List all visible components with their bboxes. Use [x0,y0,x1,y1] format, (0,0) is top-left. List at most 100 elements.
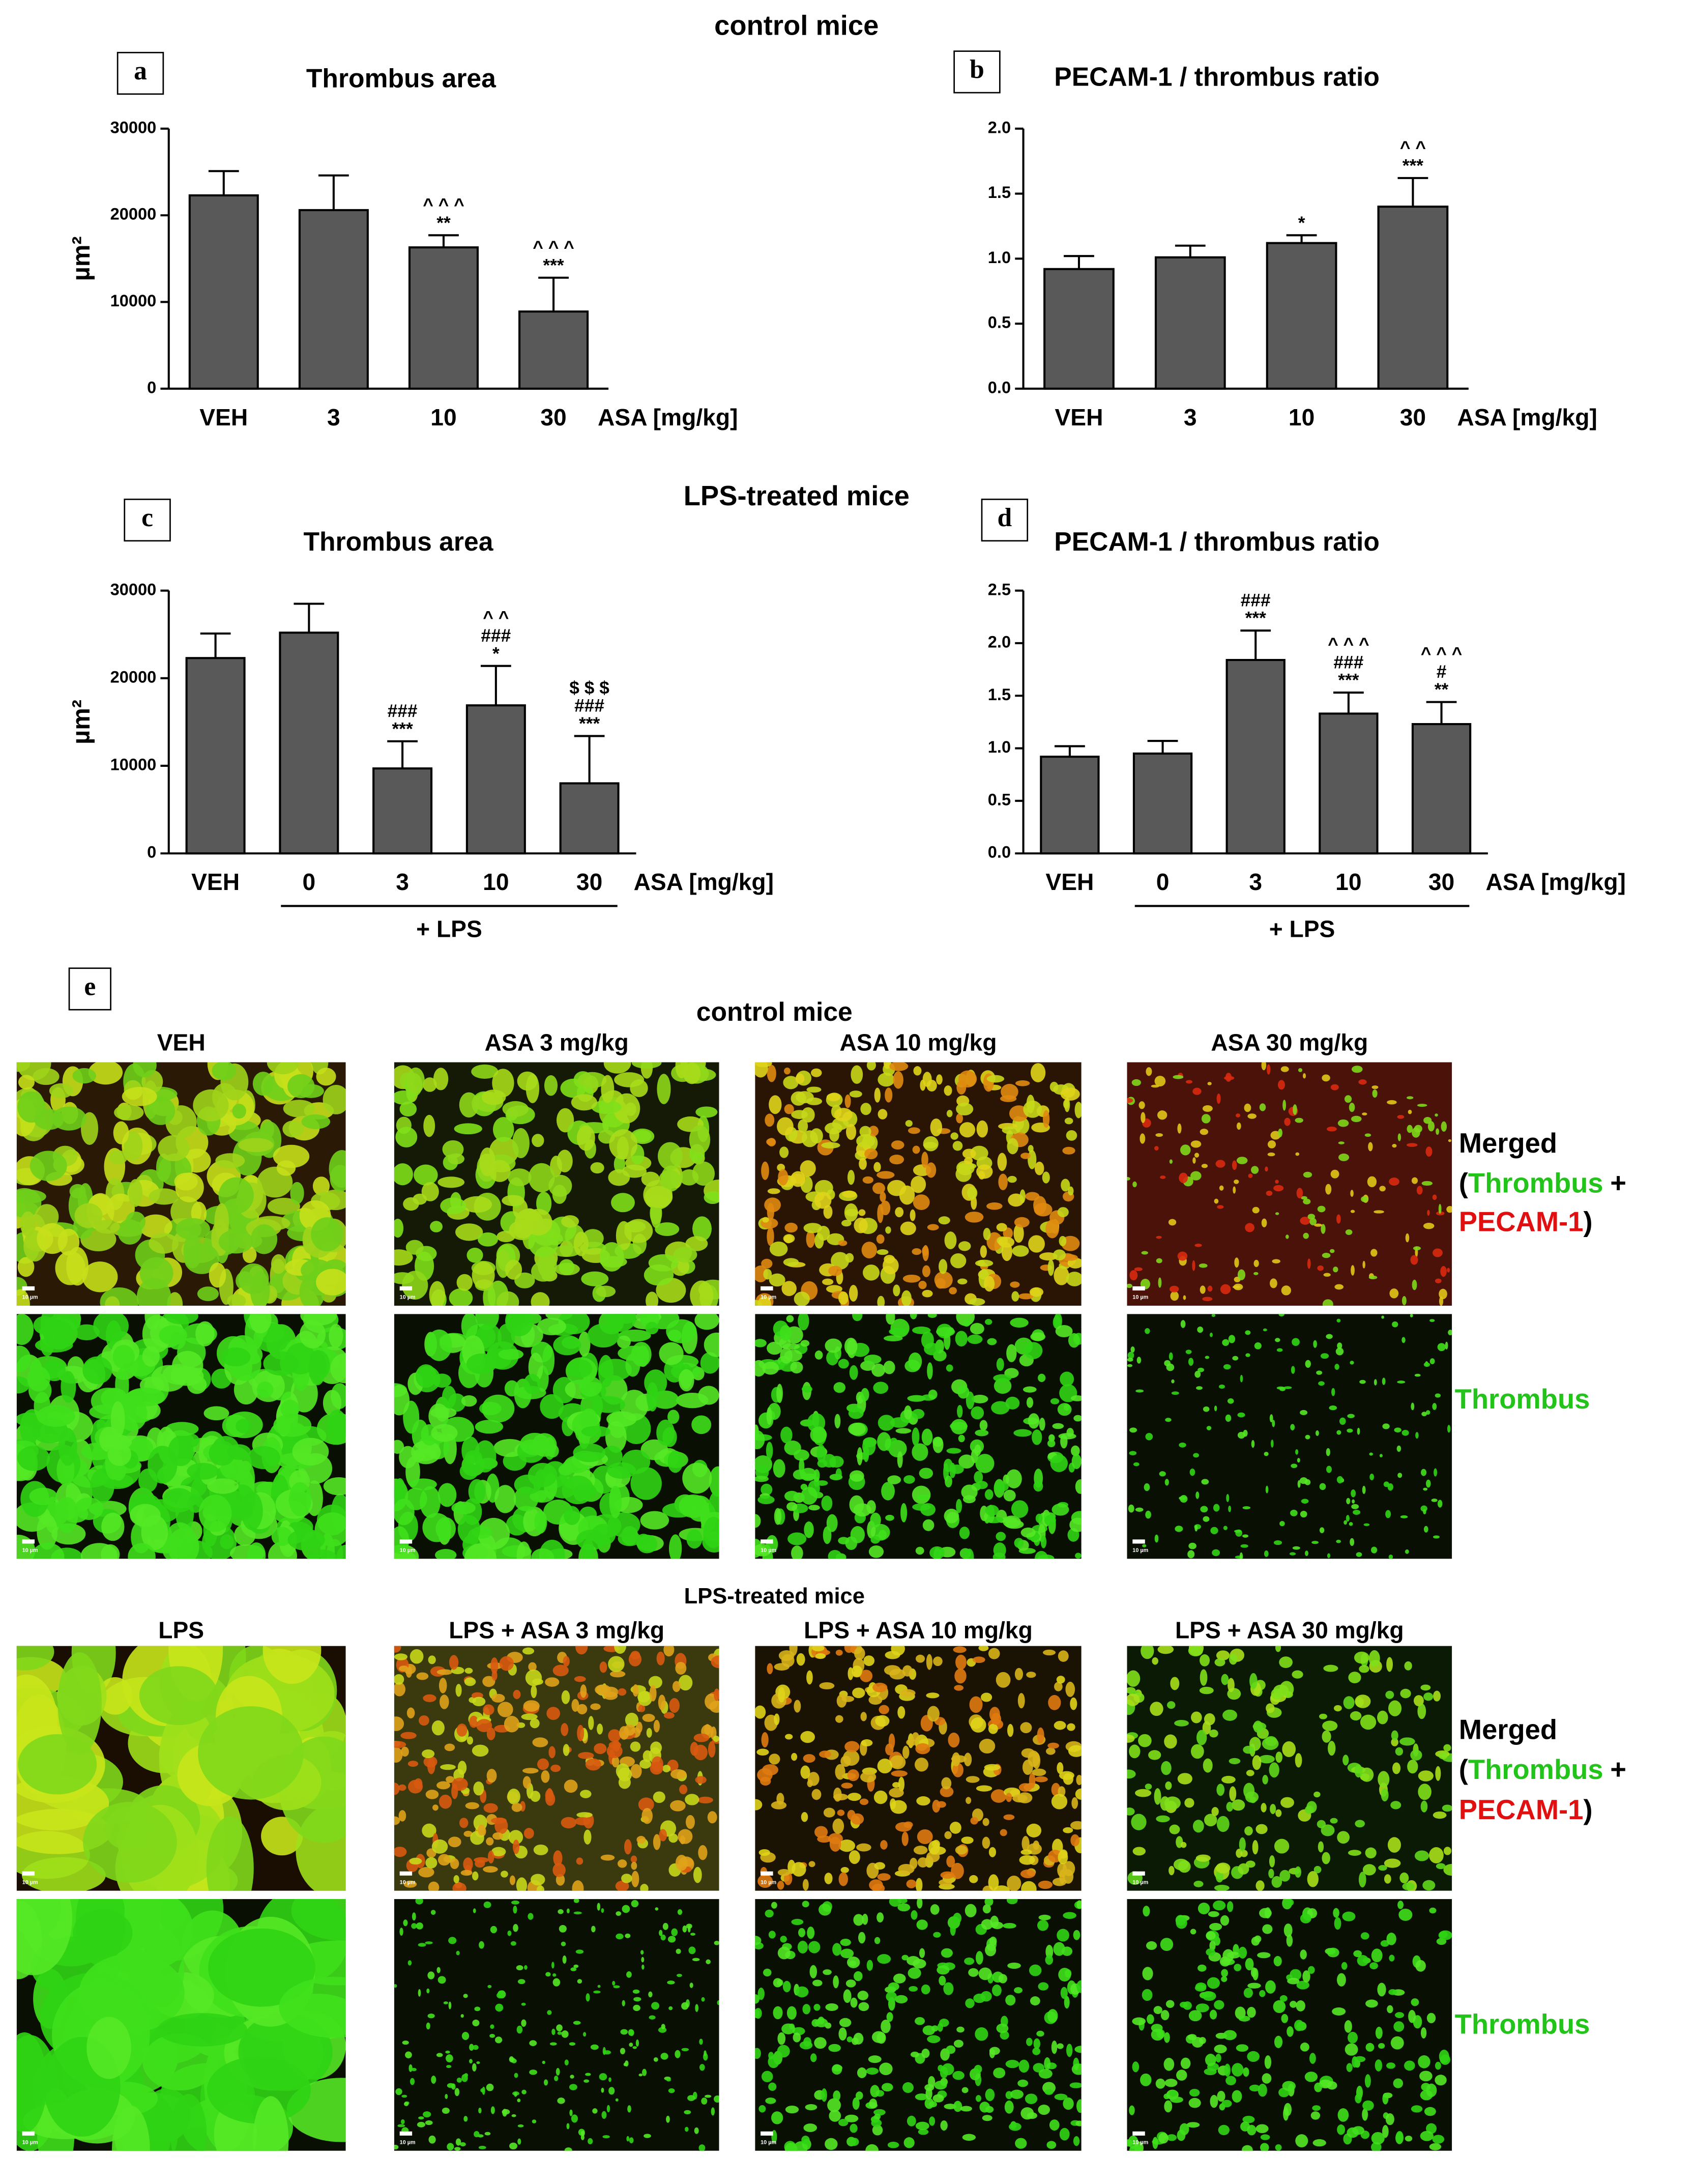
blob [656,1419,675,1446]
blob [431,1839,448,1854]
blob [1301,1499,1309,1504]
blob [814,1350,823,1360]
row-label: Thrombus [1455,2008,1590,2039]
blob [1154,1788,1161,1805]
row-label: PECAM-1) [1459,1206,1593,1238]
blob [620,2029,628,2035]
blob [1391,1738,1398,1746]
blob [1185,1349,1192,1355]
blob [1171,1379,1175,1384]
blob [862,1265,880,1281]
blob [486,1769,497,1783]
blob [434,1549,457,1559]
blob [1429,1907,1437,1914]
blob [1131,1814,1147,1830]
scale-bar-label: 10 µm [400,1879,416,1885]
blob [950,1253,967,1269]
blob [847,1170,855,1185]
blob [550,1764,561,1772]
blob [579,1376,602,1397]
significance-mark: ### [481,626,511,646]
group-label: + LPS [1269,916,1335,942]
blob [405,1240,424,1255]
blob [1335,1347,1344,1356]
blob [828,1266,842,1276]
blob [556,2067,560,2076]
blob [1415,1960,1426,1972]
blob [944,1508,959,1524]
blob [1399,1872,1409,1884]
blob [1329,1249,1335,1253]
blob [1228,1335,1236,1343]
blob [1067,1723,1075,1731]
blob [1213,1900,1226,1911]
blob [1333,1908,1339,1918]
blob [552,1978,561,1987]
blob [463,1830,473,1837]
scale-bar-label: 10 µm [400,2139,416,2145]
blob [1030,1996,1040,2006]
blob [781,1281,797,1296]
significance-mark: ^ ^ ^ [533,238,574,257]
blob [448,1937,457,1944]
blob [430,1910,436,1915]
blob [672,1681,681,1692]
blob [833,2090,841,2101]
blob [677,1909,683,1915]
blob [1180,2057,1191,2070]
blob [1032,1752,1041,1769]
blob [1320,1353,1329,1359]
blob [483,1704,494,1715]
blob [1039,1418,1045,1431]
blob [107,1443,131,1466]
blob [472,1697,486,1707]
blob [981,1919,993,1930]
blob [1281,2014,1289,2023]
blob [1259,1755,1275,1764]
blob [456,1723,468,1737]
blob [90,1468,114,1503]
blob [425,1790,439,1799]
blob [1407,1760,1418,1774]
blob [559,1259,575,1275]
blob [1060,1371,1074,1387]
blob [953,1912,962,1924]
blob [1418,1770,1434,1781]
blob [606,2105,610,2113]
blob [1075,1479,1082,1494]
blob [1410,1749,1422,1761]
blob [1180,1842,1187,1848]
blob [1029,1287,1044,1297]
blob [860,1771,877,1783]
blob [958,1163,977,1170]
blob [1209,1940,1216,1951]
blob [442,2107,450,2114]
blob [86,2017,131,2079]
blob [871,2119,882,2128]
blob [755,2007,762,2019]
blob [1346,2063,1353,2072]
blob [1180,1495,1188,1503]
blob [985,2088,995,2102]
blob [1307,1871,1319,1887]
blob [958,1241,971,1251]
blob [1244,1103,1251,1112]
blob [436,1967,441,1973]
blob [1300,1949,1307,1960]
blob [454,1123,482,1135]
blob [214,1203,229,1241]
blob [1371,1085,1379,1089]
blob [760,1776,771,1786]
blob [1190,1171,1202,1181]
blob [398,1784,406,1791]
blob [1132,2017,1146,2025]
blob [622,1905,630,1913]
blob [1319,1527,1325,1533]
blob [489,2034,495,2038]
blob [1369,1473,1375,1481]
blob [546,1707,561,1720]
blob [1271,1876,1282,1888]
blob [966,1776,980,1783]
blob [758,2105,766,2113]
blob [1432,2135,1445,2144]
